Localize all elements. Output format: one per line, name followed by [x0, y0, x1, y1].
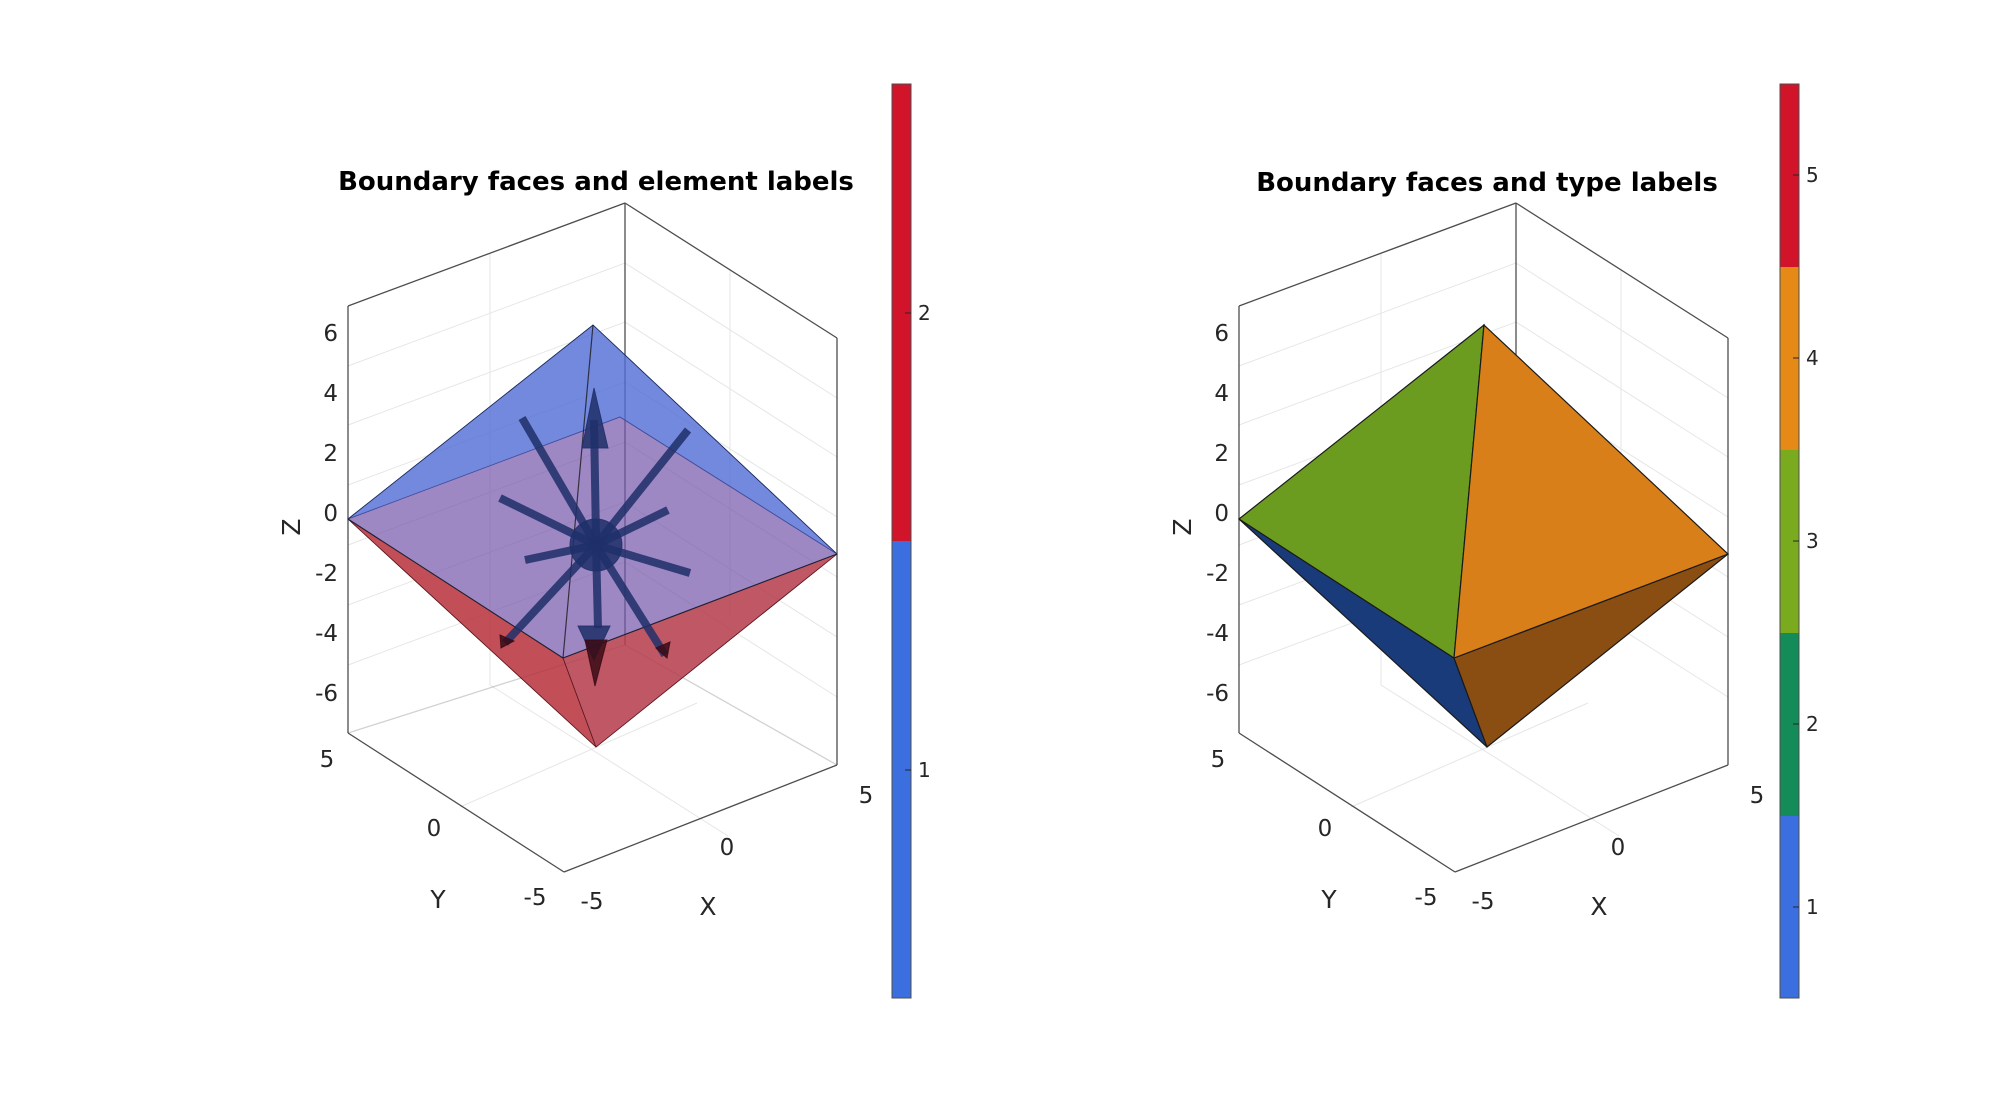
- colorbar-tick: 1: [918, 758, 931, 782]
- right-colorbar: 5 4 3 2 1: [1779, 83, 1819, 999]
- left-chart-title: Boundary faces and element labels: [338, 167, 854, 197]
- left-normal-arrows: [498, 387, 692, 687]
- colorbar-segment: [1780, 816, 1799, 998]
- right-x-ticks: -5 0 5: [1472, 783, 1765, 915]
- y-tick: 0: [427, 816, 442, 842]
- colorbar-segment: [1780, 633, 1799, 816]
- colorbar-tick: 1: [1806, 895, 1819, 919]
- y-tick: 5: [1211, 747, 1226, 773]
- z-tick: -6: [1206, 681, 1229, 707]
- z-tick: 4: [1214, 381, 1229, 407]
- colorbar-tick: 5: [1806, 163, 1819, 187]
- x-tick: 5: [859, 783, 874, 809]
- left-z-ticks: 6 4 2 0 -2 -4 -6: [315, 321, 338, 707]
- right-z-label: Z: [1168, 518, 1197, 535]
- z-tick: 4: [323, 381, 338, 407]
- y-tick: 5: [320, 747, 335, 773]
- z-tick: 2: [1214, 441, 1229, 467]
- colorbar-segment: [1780, 450, 1799, 633]
- x-tick: 0: [720, 835, 735, 861]
- right-y-ticks: 5 0 -5: [1211, 747, 1438, 911]
- colorbar-tick: 2: [1806, 712, 1819, 736]
- x-tick: -5: [1472, 889, 1495, 915]
- right-grid-line: [1350, 702, 1589, 808]
- y-tick: -5: [524, 885, 547, 911]
- left-colorbar: 2 1: [891, 83, 931, 999]
- y-tick: -5: [1415, 885, 1438, 911]
- right-chart-title: Boundary faces and type labels: [1256, 168, 1718, 198]
- right-axes: 6 4 2 0 -2 -4 -6 5 0 -5 -5 0 5 Z Y X Bou…: [1168, 168, 1764, 921]
- x-tick: -5: [581, 889, 604, 915]
- left-x-label: X: [699, 892, 716, 921]
- colorbar-tick: 2: [918, 301, 931, 325]
- z-tick: 6: [1214, 321, 1229, 347]
- colorbar-tick: 3: [1806, 529, 1819, 553]
- right-face-upper-right: [1453, 323, 1730, 659]
- z-tick: -4: [1206, 621, 1229, 647]
- y-tick: 0: [1318, 816, 1333, 842]
- z-tick: -4: [315, 621, 338, 647]
- left-grid-line: [459, 702, 698, 808]
- x-tick: 0: [1611, 835, 1626, 861]
- colorbar-segment: [1780, 84, 1799, 267]
- right-x-label: X: [1590, 892, 1607, 921]
- z-tick: 0: [1214, 501, 1229, 527]
- left-y-label: Y: [429, 885, 446, 914]
- z-tick: -6: [315, 681, 338, 707]
- right-z-ticks: 6 4 2 0 -2 -4 -6: [1206, 321, 1229, 707]
- colorbar-tick: 4: [1806, 346, 1819, 370]
- colorbar-segment: [1780, 267, 1799, 450]
- left-grid-line: [489, 253, 729, 837]
- z-tick: -2: [315, 561, 338, 587]
- x-tick: 5: [1750, 783, 1765, 809]
- z-tick: 0: [323, 501, 338, 527]
- right-y-label: Y: [1320, 885, 1337, 914]
- left-x-ticks: -5 0 5: [581, 783, 874, 915]
- colorbar-segment: [892, 541, 911, 998]
- left-z-label: Z: [277, 518, 306, 535]
- colorbar-segment: [892, 84, 911, 541]
- z-tick: 2: [323, 441, 338, 467]
- right-octahedron: [1237, 323, 1730, 748]
- left-axes: 6 4 2 0 -2 -4 -6 5 0 -5 -5 0 5 Z Y X Bou…: [277, 167, 873, 921]
- right-grid-line: [1380, 253, 1620, 837]
- z-tick: -2: [1206, 561, 1229, 587]
- left-y-ticks: 5 0 -5: [320, 747, 547, 911]
- z-tick: 6: [323, 321, 338, 347]
